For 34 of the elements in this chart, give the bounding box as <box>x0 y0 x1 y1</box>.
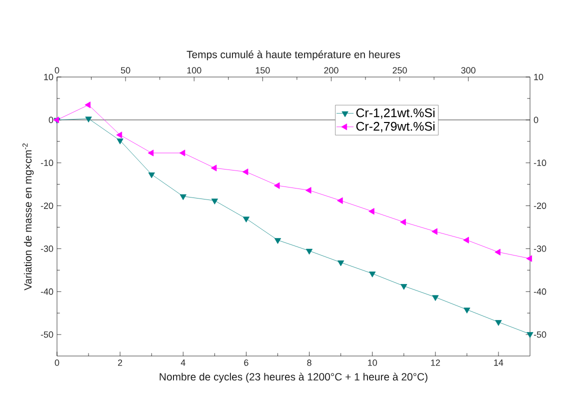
x-tick-label: 8 <box>307 360 312 366</box>
y2-tick-label: -20 <box>534 202 546 209</box>
y-tick-label: -20 <box>40 202 54 209</box>
x2-axis-title: Temps cumulé à haute température en heures <box>186 50 400 60</box>
x-tick-label: 4 <box>180 360 186 366</box>
x2-tick-label: 300 <box>461 67 476 74</box>
x-tick-label: 2 <box>118 360 122 366</box>
x2-tick-label: 50 <box>120 67 130 74</box>
x2-tick-label: 0 <box>54 67 60 74</box>
y2-tick-label: -10 <box>534 160 546 166</box>
y-tick-label: -50 <box>40 331 54 338</box>
x2-tick-label: 100 <box>187 67 202 74</box>
y2-tick-label: 0 <box>534 116 538 124</box>
y2-tick-label: -50 <box>534 331 546 338</box>
y2-tick-label: 10 <box>534 74 544 80</box>
y-tick-label: -40 <box>40 288 54 295</box>
y-axis-title: Variation de masse en mg×cm$^{-2}$ <box>22 143 34 290</box>
legend-label: Cr-1,21wt.%Si <box>356 108 434 119</box>
x-tick-label: 10 <box>368 360 377 366</box>
y-tick-label: 0 <box>48 116 54 124</box>
x2-tick-label: 250 <box>392 67 407 74</box>
y2-tick-label: -30 <box>534 246 546 252</box>
x-tick-label: 14 <box>494 360 504 366</box>
y-tick-label: -10 <box>40 160 54 166</box>
x-tick-label: 6 <box>244 360 248 366</box>
x2-tick-label: 200 <box>324 67 338 74</box>
x-axis-title: Nombre de cycles (23 heures à 1200°C + 1 heure à 20°C) <box>160 372 428 383</box>
legend-label: Cr-2,79wt.%Si <box>356 122 434 132</box>
y-tick-label: -30 <box>40 246 54 252</box>
x2-tick-label: 150 <box>256 67 270 74</box>
y-tick-label: 10 <box>44 74 54 80</box>
x-tick-label: 12 <box>431 360 440 366</box>
y2-tick-label: -40 <box>534 288 546 295</box>
x-tick-label: 0 <box>54 360 60 366</box>
